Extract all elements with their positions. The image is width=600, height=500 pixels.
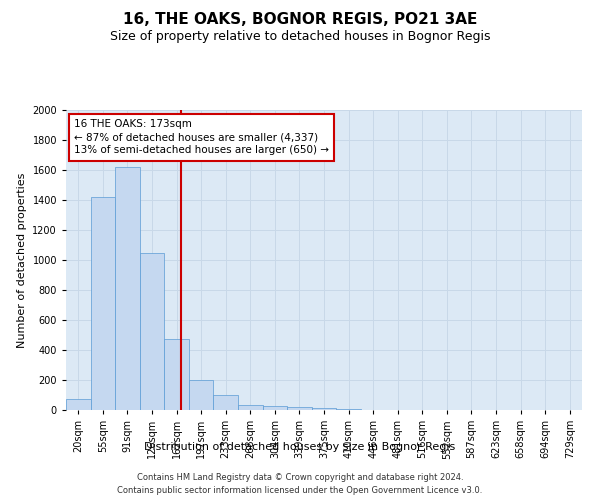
Text: Contains HM Land Registry data © Crown copyright and database right 2024.: Contains HM Land Registry data © Crown c… bbox=[137, 474, 463, 482]
Y-axis label: Number of detached properties: Number of detached properties bbox=[17, 172, 27, 348]
Bar bbox=[115, 167, 140, 410]
Text: Contains public sector information licensed under the Open Government Licence v3: Contains public sector information licen… bbox=[118, 486, 482, 495]
Bar bbox=[189, 380, 214, 410]
Bar bbox=[214, 395, 238, 410]
Bar bbox=[287, 407, 312, 410]
Text: 16 THE OAKS: 173sqm
← 87% of detached houses are smaller (4,337)
13% of semi-det: 16 THE OAKS: 173sqm ← 87% of detached ho… bbox=[74, 119, 329, 156]
Bar bbox=[91, 197, 115, 410]
Bar bbox=[164, 339, 189, 410]
Text: Distribution of detached houses by size in Bognor Regis: Distribution of detached houses by size … bbox=[145, 442, 455, 452]
Bar bbox=[263, 406, 287, 410]
Text: Size of property relative to detached houses in Bognor Regis: Size of property relative to detached ho… bbox=[110, 30, 490, 43]
Bar bbox=[66, 399, 91, 410]
Bar bbox=[238, 405, 263, 410]
Text: 16, THE OAKS, BOGNOR REGIS, PO21 3AE: 16, THE OAKS, BOGNOR REGIS, PO21 3AE bbox=[123, 12, 477, 28]
Bar bbox=[336, 409, 361, 410]
Bar bbox=[140, 252, 164, 410]
Bar bbox=[312, 408, 336, 410]
